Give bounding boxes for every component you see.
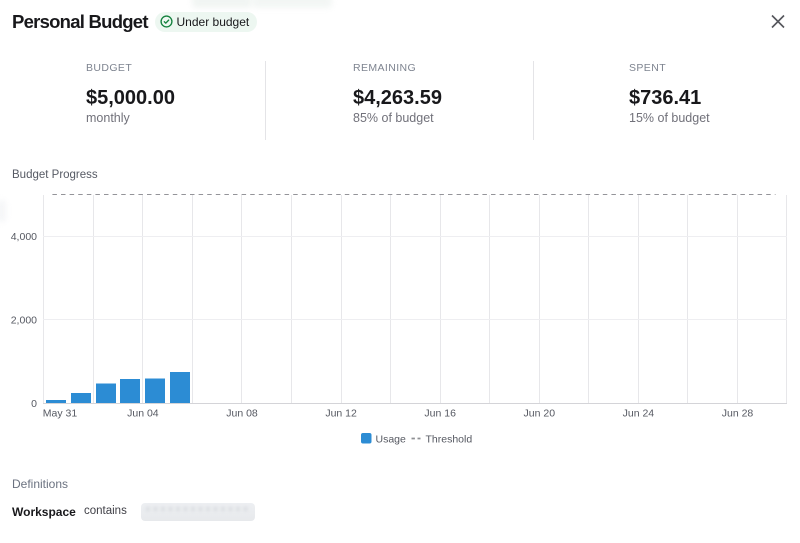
- svg-text:Jun 20: Jun 20: [524, 408, 556, 420]
- svg-text:May 31: May 31: [43, 408, 78, 420]
- svg-text:Jun 12: Jun 12: [325, 408, 357, 420]
- svg-text:Jun 04: Jun 04: [127, 408, 159, 420]
- svg-text:Jun 08: Jun 08: [226, 408, 258, 420]
- svg-text:Jun 24: Jun 24: [623, 408, 655, 420]
- svg-text:Usage: Usage: [376, 433, 407, 445]
- svg-text:Threshold: Threshold: [426, 433, 473, 445]
- svg-text:Jun 16: Jun 16: [424, 408, 456, 420]
- svg-text:4,000: 4,000: [11, 231, 37, 243]
- svg-text:2,000: 2,000: [11, 315, 37, 327]
- svg-text:0: 0: [31, 398, 37, 410]
- svg-text:Jun 28: Jun 28: [722, 408, 754, 420]
